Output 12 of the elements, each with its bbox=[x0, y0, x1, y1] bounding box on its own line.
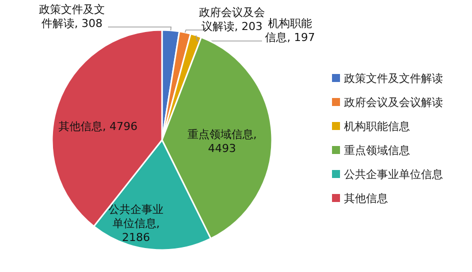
data-label: 政策文件及文件解读, 308 bbox=[38, 3, 106, 31]
legend-label: 重点领域信息 bbox=[344, 144, 410, 157]
data-label: 政府会议及会议解读, 203 bbox=[199, 6, 265, 34]
legend-label: 政府会议及会议解读 bbox=[344, 96, 443, 109]
data-label: 其他信息, 4796 bbox=[58, 120, 138, 134]
legend-label: 政策文件及文件解读 bbox=[344, 72, 443, 85]
legend-label: 其他信息 bbox=[344, 192, 388, 205]
data-label: 公共企事业单位信息, 2186 bbox=[108, 203, 164, 245]
data-label: 重点领域信息, 4493 bbox=[186, 128, 258, 156]
legend-label: 公共企事业单位信息 bbox=[344, 168, 443, 181]
legend-label: 机构职能信息 bbox=[344, 120, 410, 133]
data-label: 机构职能信息, 197 bbox=[265, 17, 315, 45]
